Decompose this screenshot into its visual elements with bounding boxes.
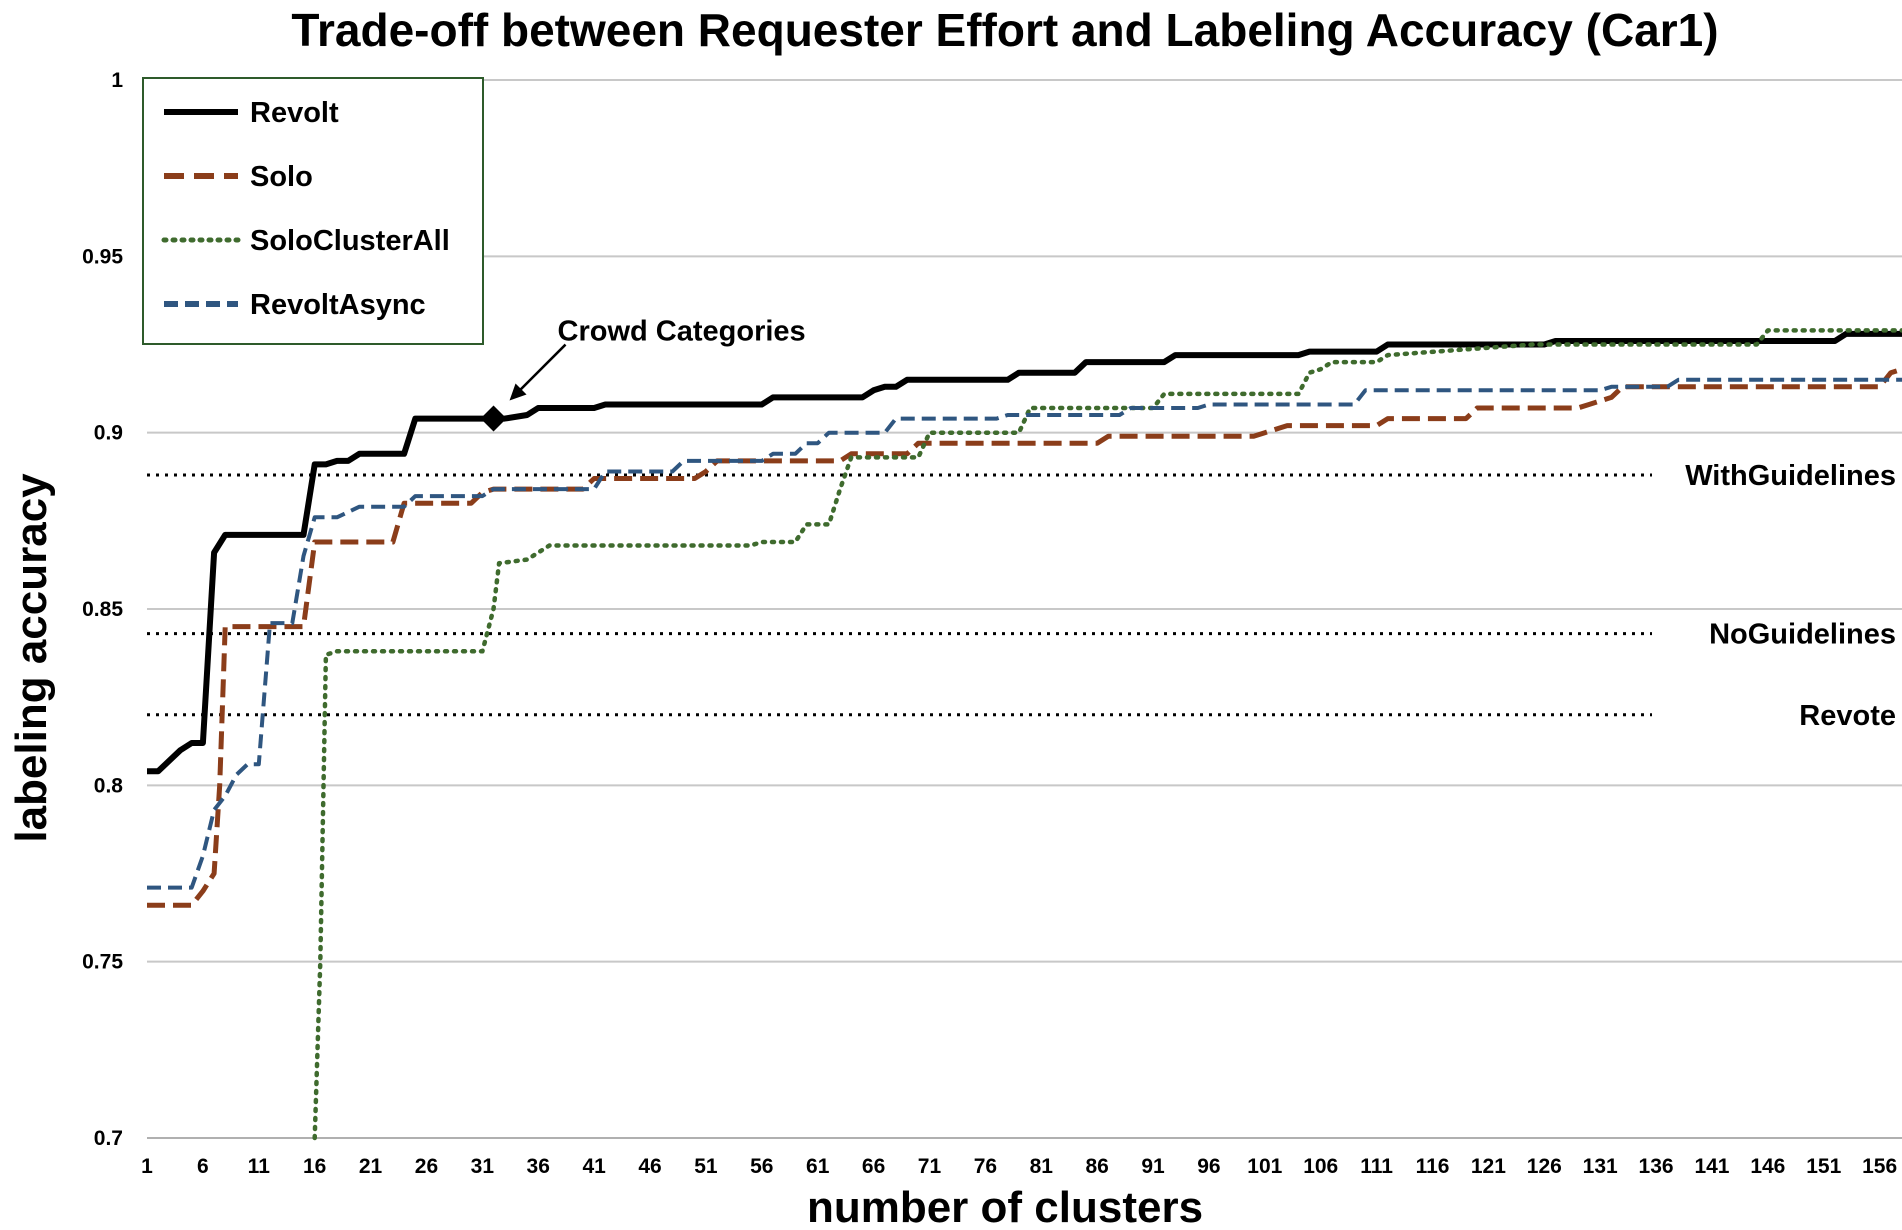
x-tick-label: 106: [1303, 1155, 1338, 1178]
x-tick-label: 96: [1197, 1155, 1220, 1178]
x-tick-label: 31: [471, 1155, 495, 1178]
reference-lines: WithGuidelines NoGuidelines Revote: [147, 460, 1896, 732]
y-axis-title: labeling accuracy: [7, 473, 56, 843]
y-tick-label: 0.8: [94, 774, 124, 797]
x-tick-label: 66: [862, 1155, 885, 1178]
x-tick-label: 76: [974, 1155, 997, 1178]
x-tick-label: 61: [806, 1155, 830, 1178]
x-tick-label: 111: [1360, 1155, 1393, 1178]
x-tick-label: 16: [303, 1155, 326, 1178]
x-tick-label: 36: [527, 1155, 550, 1178]
x-tick-label: 91: [1141, 1155, 1165, 1178]
x-tick-label: 56: [750, 1155, 773, 1178]
chart-title: Trade-off between Requester Effort and L…: [291, 4, 1718, 56]
grid-layer: [147, 79, 1902, 963]
annotation-arrowhead: [509, 383, 527, 401]
x-tick-label: 136: [1639, 1155, 1674, 1178]
y-tick-label: 0.7: [94, 1127, 123, 1150]
reference-line-label: NoGuidelines: [1709, 619, 1896, 651]
x-tick-label: 121: [1471, 1155, 1506, 1178]
y-tick-label: 0.75: [82, 951, 123, 974]
x-tick-label: 116: [1416, 1155, 1450, 1178]
x-tick-label: 141: [1694, 1155, 1729, 1178]
series-line-soloclusterall: [312, 328, 1902, 1141]
x-tick-label: 46: [638, 1155, 661, 1178]
series-layer: [147, 328, 1902, 1141]
annotation-arrow-line: [512, 343, 567, 398]
y-tick-label: 0.95: [82, 245, 123, 268]
x-tick-label: 131: [1583, 1155, 1618, 1178]
x-tick-label: 146: [1750, 1155, 1785, 1178]
x-tick-label: 6: [197, 1155, 209, 1178]
y-tick-label: 0.9: [94, 422, 123, 445]
x-tick-label: 71: [918, 1155, 942, 1178]
reference-line-label: Revote: [1799, 700, 1896, 732]
x-tick-label: 156: [1862, 1155, 1897, 1178]
x-tick-label: 1: [141, 1155, 153, 1178]
annotation-label: Crowd Categories: [558, 316, 806, 348]
legend-label: Solo: [250, 161, 313, 193]
series-line-revolt: [147, 330, 1902, 775]
legend: Revolt Solo SoloClusterAll RevoltAsync: [142, 77, 484, 345]
x-axis-title: number of clusters: [807, 1183, 1203, 1230]
reference-line-label: WithGuidelines: [1685, 460, 1896, 492]
x-tick-label: 11: [248, 1155, 271, 1178]
legend-label: RevoltAsync: [250, 289, 426, 321]
series-line-revoltasync: [147, 377, 1902, 890]
legend-label: SoloClusterAll: [250, 225, 450, 257]
x-tick-label: 81: [1030, 1155, 1054, 1178]
annotation-layer: Crowd Categories: [480, 316, 806, 432]
legend-box: [142, 77, 484, 345]
x-tick-label: 26: [415, 1155, 438, 1178]
x-tick-label: 101: [1247, 1155, 1282, 1178]
x-tick-label: 41: [582, 1155, 606, 1178]
x-tick-label: 126: [1527, 1155, 1562, 1178]
annotation-marker: [480, 405, 507, 432]
series-line-solo: [147, 366, 1902, 908]
x-tick-label: 51: [694, 1155, 718, 1178]
x-tick-label: 86: [1085, 1155, 1108, 1178]
x-tick-label: 151: [1806, 1155, 1841, 1178]
x-tick-label: 21: [359, 1155, 383, 1178]
y-tick-label: 1: [111, 69, 123, 92]
legend-label: Revolt: [250, 97, 339, 129]
y-tick-label: 0.85: [82, 598, 123, 621]
